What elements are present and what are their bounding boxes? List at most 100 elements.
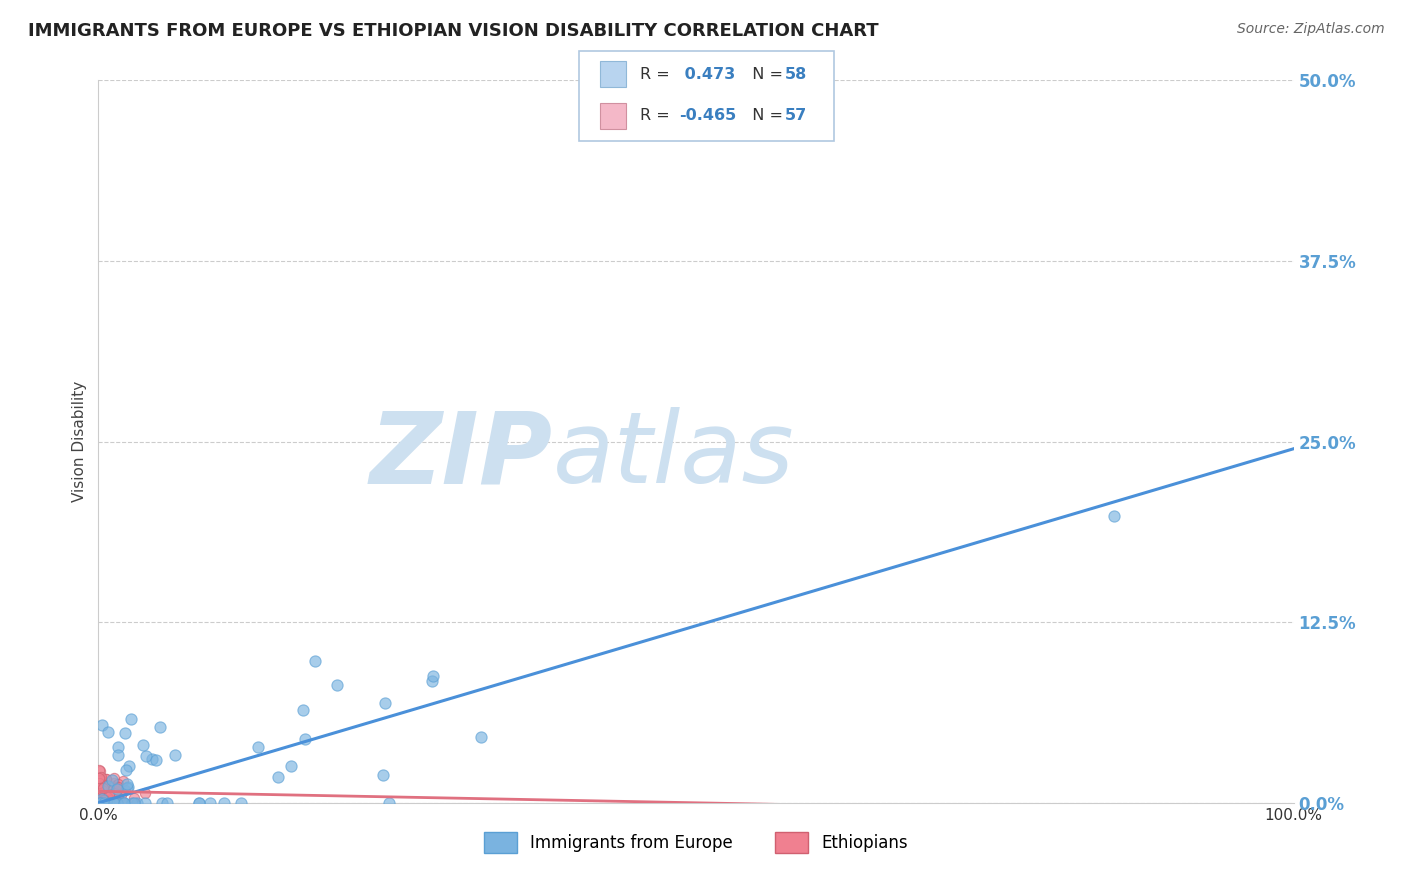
- Point: [96, 789, 118, 804]
- Point: [112, 773, 135, 788]
- Point: [94, 772, 117, 786]
- Point: [89, 794, 111, 808]
- Point: [87, 772, 110, 787]
- Point: [145, 753, 167, 767]
- Point: [188, 796, 211, 810]
- Point: [326, 678, 349, 692]
- Point: [87, 776, 110, 790]
- Point: [89, 796, 111, 810]
- Point: [110, 788, 132, 802]
- Point: [89, 771, 111, 785]
- Point: [114, 763, 136, 777]
- Point: [90, 775, 112, 789]
- Point: [90, 792, 112, 806]
- Point: [120, 712, 142, 726]
- Point: [89, 796, 111, 810]
- Point: [105, 784, 128, 798]
- Point: [117, 780, 139, 795]
- Point: [90, 773, 112, 788]
- Point: [101, 796, 124, 810]
- Text: Source: ZipAtlas.com: Source: ZipAtlas.com: [1237, 22, 1385, 37]
- Point: [107, 777, 129, 791]
- Point: [101, 796, 124, 810]
- Point: [118, 759, 141, 773]
- Point: [90, 770, 112, 784]
- Point: [89, 796, 111, 810]
- Point: [90, 783, 112, 797]
- Point: [94, 772, 117, 786]
- Point: [115, 777, 138, 791]
- Point: [291, 703, 314, 717]
- Point: [231, 796, 253, 810]
- Point: [103, 776, 125, 790]
- Text: 58: 58: [785, 67, 807, 81]
- Point: [103, 771, 125, 785]
- Point: [100, 796, 122, 810]
- Point: [163, 747, 186, 762]
- Text: 0.473: 0.473: [679, 67, 735, 81]
- Point: [1104, 508, 1126, 523]
- Point: [101, 796, 124, 810]
- Point: [90, 717, 112, 731]
- Point: [121, 796, 143, 810]
- Text: 57: 57: [785, 109, 807, 123]
- Point: [89, 783, 111, 797]
- Point: [280, 759, 302, 773]
- Point: [422, 668, 444, 682]
- Point: [212, 796, 235, 810]
- Point: [93, 778, 115, 792]
- Point: [97, 725, 120, 739]
- Point: [87, 763, 110, 777]
- Point: [141, 752, 163, 766]
- Point: [294, 732, 316, 747]
- Point: [87, 796, 110, 810]
- Point: [89, 764, 111, 779]
- Point: [87, 779, 110, 793]
- Point: [107, 740, 129, 755]
- Point: [112, 796, 135, 810]
- Point: [470, 730, 492, 744]
- Point: [107, 780, 129, 794]
- Point: [107, 790, 129, 805]
- Point: [90, 796, 112, 810]
- Point: [114, 782, 136, 797]
- Point: [122, 796, 145, 810]
- Point: [98, 796, 121, 810]
- Point: [134, 786, 156, 800]
- Point: [105, 782, 128, 797]
- Point: [103, 796, 125, 810]
- Point: [267, 770, 290, 784]
- Point: [105, 796, 128, 810]
- Point: [111, 796, 134, 810]
- Point: [93, 796, 115, 810]
- Point: [422, 673, 444, 688]
- Point: [91, 794, 114, 808]
- Point: [150, 796, 173, 810]
- Point: [134, 796, 156, 810]
- Point: [200, 796, 222, 810]
- Point: [117, 781, 139, 796]
- Point: [96, 789, 118, 804]
- Point: [104, 786, 127, 800]
- Text: ZIP: ZIP: [370, 408, 553, 505]
- Point: [112, 796, 135, 810]
- Point: [98, 788, 121, 802]
- Text: N =: N =: [742, 67, 789, 81]
- Point: [107, 747, 129, 762]
- Point: [96, 794, 118, 808]
- Point: [101, 773, 124, 788]
- Point: [89, 796, 111, 810]
- Point: [94, 792, 117, 806]
- Text: N =: N =: [742, 109, 789, 123]
- Point: [89, 796, 111, 810]
- Point: [87, 780, 110, 795]
- Point: [187, 796, 209, 810]
- Point: [93, 778, 115, 792]
- Point: [304, 654, 326, 668]
- Legend: Immigrants from Europe, Ethiopians: Immigrants from Europe, Ethiopians: [477, 826, 915, 860]
- Point: [125, 796, 148, 810]
- Point: [97, 787, 120, 801]
- Point: [110, 796, 132, 810]
- Point: [87, 795, 110, 809]
- Point: [114, 726, 136, 740]
